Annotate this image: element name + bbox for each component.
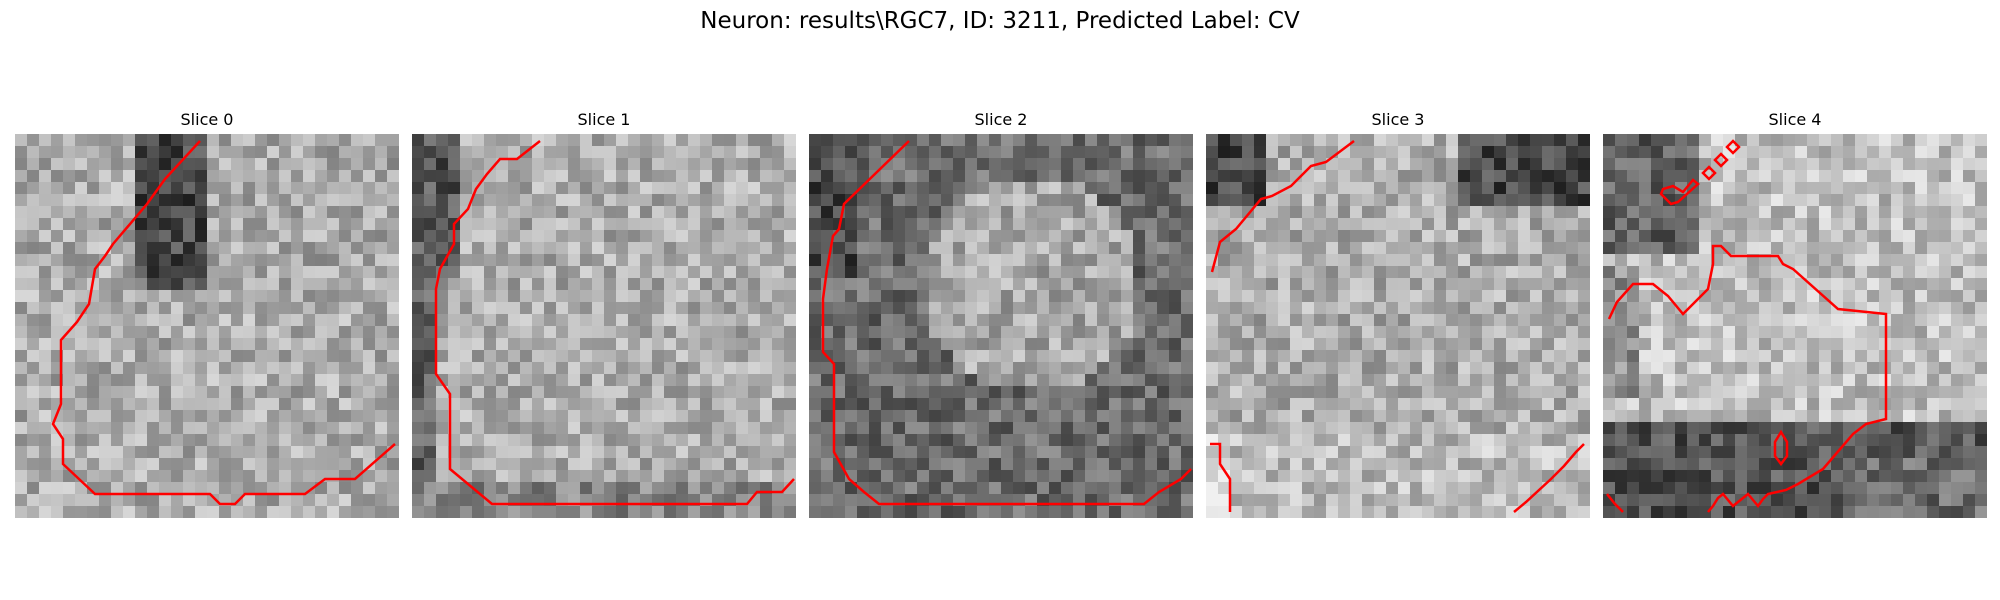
slice-2-panel bbox=[809, 134, 1193, 518]
slice-3-panel bbox=[1206, 134, 1590, 518]
slice-4-contour-small-c bbox=[1701, 165, 1717, 181]
slice-2-image bbox=[809, 134, 1193, 518]
slice-4-contour-blob bbox=[1659, 178, 1700, 206]
slice-3-image bbox=[1206, 134, 1590, 518]
slice-4-image bbox=[1603, 134, 1987, 518]
slice-3-contour-top bbox=[1210, 140, 1355, 273]
slice-4-contour-bottom-left bbox=[1606, 493, 1624, 513]
slice-4-title: Slice 4 bbox=[1768, 110, 1822, 129]
slice-4-contour-main bbox=[1607, 244, 1888, 513]
slice-1-grayscale-pixels bbox=[412, 134, 796, 518]
slice-3-grayscale-pixels bbox=[1206, 134, 1590, 518]
slice-3-contour-bottom-right bbox=[1513, 443, 1585, 513]
slice-3-title: Slice 3 bbox=[1371, 110, 1425, 129]
slice-0-panel bbox=[15, 134, 399, 518]
slice-4-panel bbox=[1603, 134, 1987, 518]
slice-1-contour bbox=[434, 140, 795, 506]
slice-2-title: Slice 2 bbox=[974, 110, 1028, 129]
slice-4-grayscale-pixels bbox=[1603, 134, 1987, 518]
slice-1-image bbox=[412, 134, 796, 518]
slice-4-contour-small-b bbox=[1713, 152, 1729, 168]
slice-1-panel bbox=[412, 134, 796, 518]
slice-3-contour-bottom-left bbox=[1210, 442, 1232, 512]
slice-2-contour bbox=[821, 140, 1192, 506]
slice-4-contour-small-a bbox=[1725, 139, 1741, 155]
slice-0-image bbox=[15, 134, 399, 518]
slice-0-grayscale-pixels bbox=[15, 134, 399, 518]
slice-2-grayscale-pixels bbox=[809, 134, 1193, 518]
figure-title: Neuron: results\RGC7, ID: 3211, Predicte… bbox=[700, 8, 1300, 34]
slice-0-contour bbox=[51, 140, 396, 506]
slice-4-contour-lower-blob bbox=[1773, 429, 1789, 467]
slice-0-title: Slice 0 bbox=[180, 110, 234, 129]
slice-1-title: Slice 1 bbox=[577, 110, 631, 129]
